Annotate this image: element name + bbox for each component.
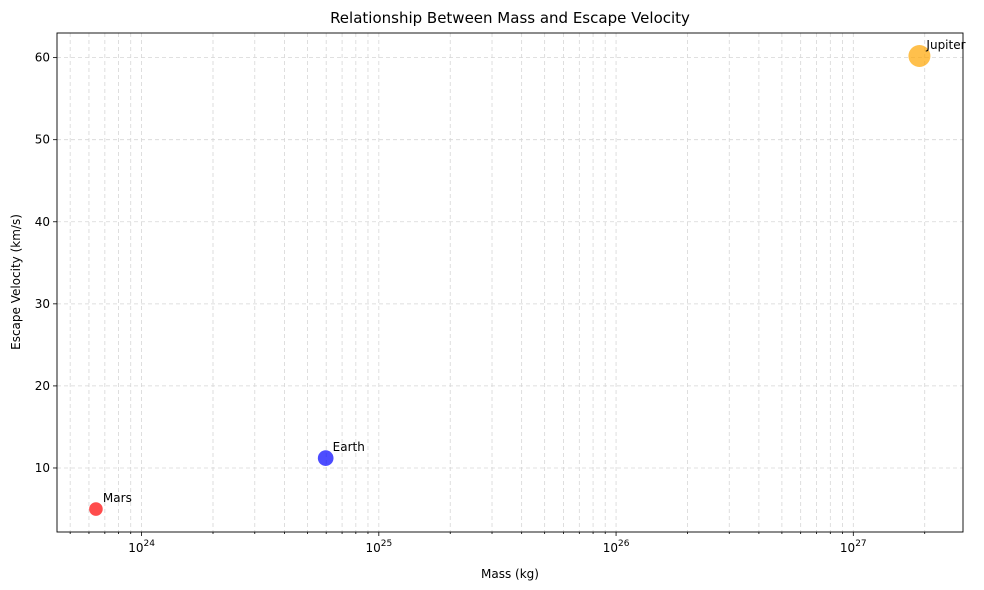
axes-ticks: 1024 1025 1026 1027 10 20 30 40 50 60: [35, 51, 926, 555]
chart-title: Relationship Between Mass and Escape Vel…: [330, 9, 690, 27]
y-tick-label: 30: [35, 297, 50, 311]
plot-area-frame: [56, 32, 964, 533]
grid: [57, 33, 963, 532]
point-label-earth: Earth: [333, 440, 365, 454]
y-axis-label: Escape Velocity (km/s): [9, 214, 23, 350]
y-tick-label: 20: [35, 379, 50, 393]
y-tick-label: 50: [35, 133, 50, 147]
x-tick-label: 1027: [840, 539, 867, 555]
data-point-earth: [317, 450, 334, 466]
x-tick-label: 1024: [128, 539, 155, 555]
y-tick-label: 60: [35, 51, 50, 65]
y-tick-label: 10: [35, 461, 50, 475]
x-tick-label: 1026: [603, 539, 630, 555]
point-label-mars: Mars: [103, 491, 132, 505]
y-tick-label: 40: [35, 215, 50, 229]
data-points: Mars Earth Jupiter: [89, 38, 966, 516]
x-tick-label: 1025: [365, 539, 392, 555]
data-point-jupiter: [908, 44, 931, 67]
data-point-mars: [89, 502, 103, 516]
point-label-jupiter: Jupiter: [925, 38, 965, 52]
x-axis-label: Mass (kg): [481, 567, 539, 581]
